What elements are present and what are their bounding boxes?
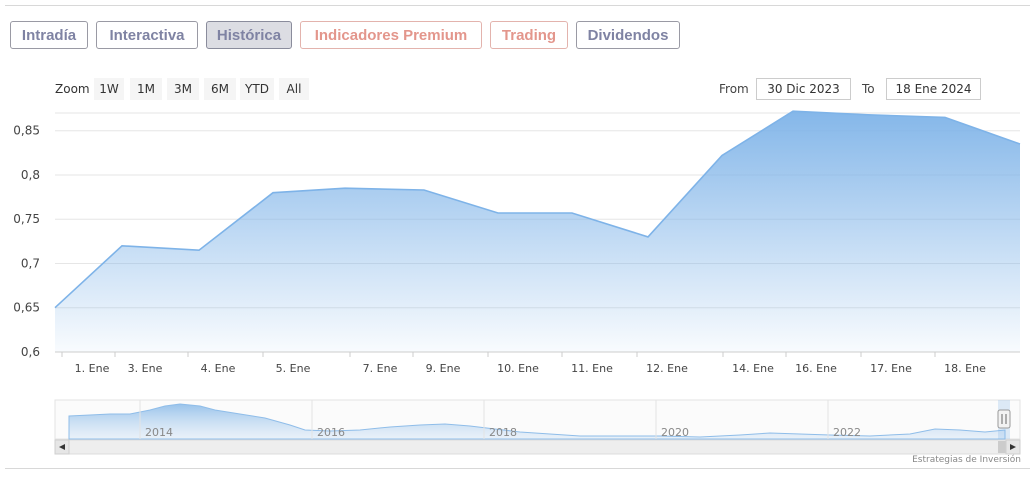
zoom-1m-button[interactable]: 1M bbox=[130, 78, 162, 100]
x-tick-label: 11. Ene bbox=[571, 362, 613, 375]
x-tick-label: 16. Ene bbox=[795, 362, 837, 375]
navigator-year-label: 2022 bbox=[833, 426, 861, 439]
zoom-1w-button[interactable]: 1W bbox=[94, 78, 124, 100]
top-divider bbox=[5, 5, 1030, 6]
navigator-year-label: 2020 bbox=[661, 426, 689, 439]
range-from-input[interactable]: 30 Dic 2023 bbox=[756, 78, 851, 100]
x-tick-label: 3. Ene bbox=[128, 362, 163, 375]
range-to-label: To bbox=[862, 82, 875, 96]
chart-credit[interactable]: Estrategias de Inversión bbox=[912, 455, 1021, 465]
zoom-6m-button[interactable]: 6M bbox=[204, 78, 236, 100]
navigator-year-label: 2016 bbox=[317, 426, 345, 439]
x-tick-label: 4. Ene bbox=[201, 362, 236, 375]
range-from-label: From bbox=[719, 82, 749, 96]
tab-interactiva[interactable]: Interactiva bbox=[96, 21, 198, 49]
navigator-handle[interactable] bbox=[997, 409, 1011, 429]
x-tick-label: 12. Ene bbox=[646, 362, 688, 375]
zoom-label: Zoom bbox=[55, 82, 90, 96]
navigator-scrollbar[interactable] bbox=[54, 439, 1021, 455]
navigator-area bbox=[68, 403, 1006, 440]
tab-historica[interactable]: Histórica bbox=[206, 21, 292, 49]
x-tick-label: 9. Ene bbox=[426, 362, 461, 375]
x-tick-label: 14. Ene bbox=[732, 362, 774, 375]
x-tick-label: 1. Ene bbox=[75, 362, 110, 375]
price-area bbox=[55, 111, 1020, 352]
zoom-ytd-button[interactable]: YTD bbox=[240, 78, 274, 100]
x-tick-label: 7. Ene bbox=[363, 362, 398, 375]
price-line bbox=[54, 110, 1021, 309]
tab-intradia[interactable]: Intradía bbox=[10, 21, 88, 49]
y-tick-label: 0,65 bbox=[13, 301, 40, 315]
zoom-3m-button[interactable]: 3M bbox=[167, 78, 199, 100]
y-tick-label: 0,75 bbox=[13, 212, 40, 226]
tab-indicadores-premium[interactable]: Indicadores Premium bbox=[300, 21, 482, 49]
zoom-all-button[interactable]: All bbox=[279, 78, 309, 100]
scrollbar-thumb[interactable] bbox=[998, 441, 1008, 453]
range-to-input[interactable]: 18 Ene 2024 bbox=[886, 78, 981, 100]
tab-dividendos[interactable]: Dividendos bbox=[576, 21, 680, 49]
x-tick-label: 18. Ene bbox=[944, 362, 986, 375]
x-tick-label: 17. Ene bbox=[870, 362, 912, 375]
navigator-year-label: 2014 bbox=[145, 426, 173, 439]
navigator-year-label: 2018 bbox=[489, 426, 517, 439]
y-tick-label: 0,85 bbox=[13, 124, 40, 138]
scroll-left-icon bbox=[59, 444, 65, 450]
y-tick-label: 0,6 bbox=[21, 345, 40, 359]
x-tick-label: 10. Ene bbox=[497, 362, 539, 375]
y-tick-label: 0,8 bbox=[21, 168, 40, 182]
scroll-right-icon bbox=[1010, 444, 1016, 450]
bottom-divider bbox=[5, 468, 1030, 469]
tab-trading[interactable]: Trading bbox=[490, 21, 568, 49]
y-tick-label: 0,7 bbox=[21, 256, 40, 270]
x-tick-label: 5. Ene bbox=[276, 362, 311, 375]
